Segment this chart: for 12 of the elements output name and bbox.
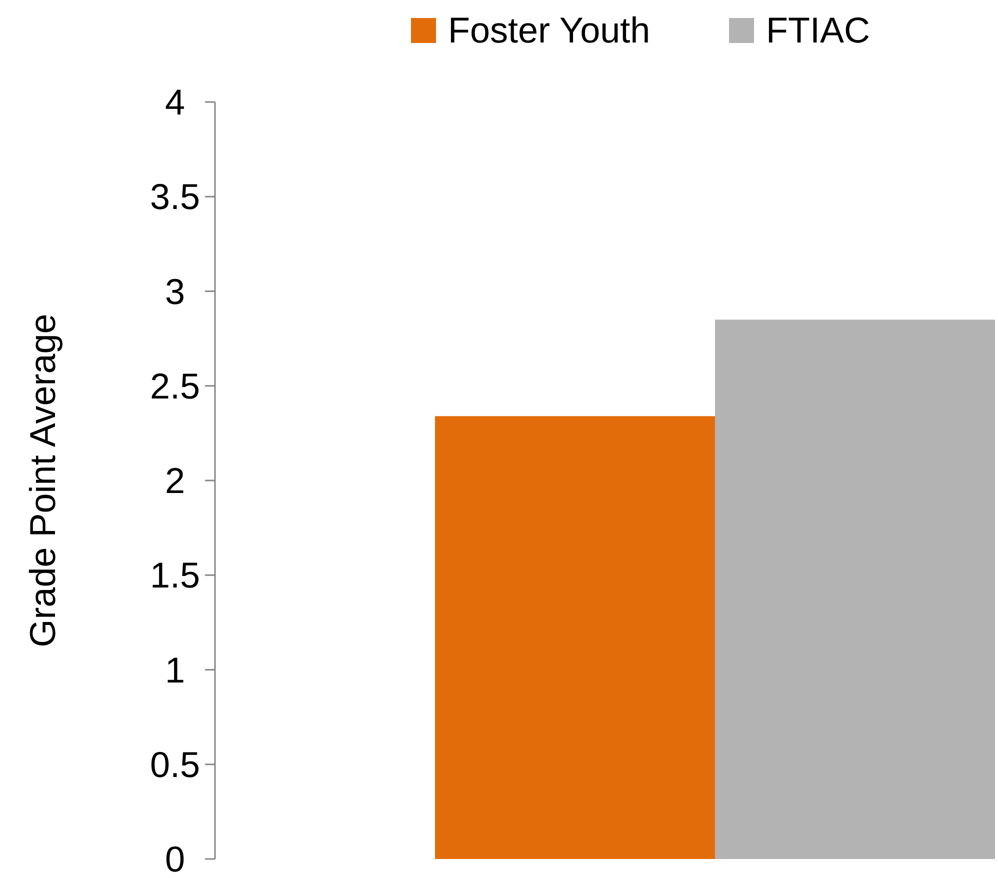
y-tick-label: 3.5 — [150, 176, 200, 218]
y-tick-label: 0.5 — [150, 744, 200, 785]
y-tick-label: 2.5 — [150, 365, 200, 406]
y-tick-label: 3 — [164, 270, 186, 312]
y-tick-label: 1 — [164, 649, 186, 690]
y-tick-label: 4 — [164, 82, 186, 123]
y-axis-title: Grade Point Average — [22, 314, 63, 648]
y-tick-label: 1.5 — [150, 554, 200, 596]
legend-label: FTIAC — [766, 10, 870, 51]
y-tick-label: 0 — [164, 838, 186, 878]
legend-label: Foster Youth — [448, 10, 650, 51]
y-tick-label: 2 — [164, 460, 186, 502]
